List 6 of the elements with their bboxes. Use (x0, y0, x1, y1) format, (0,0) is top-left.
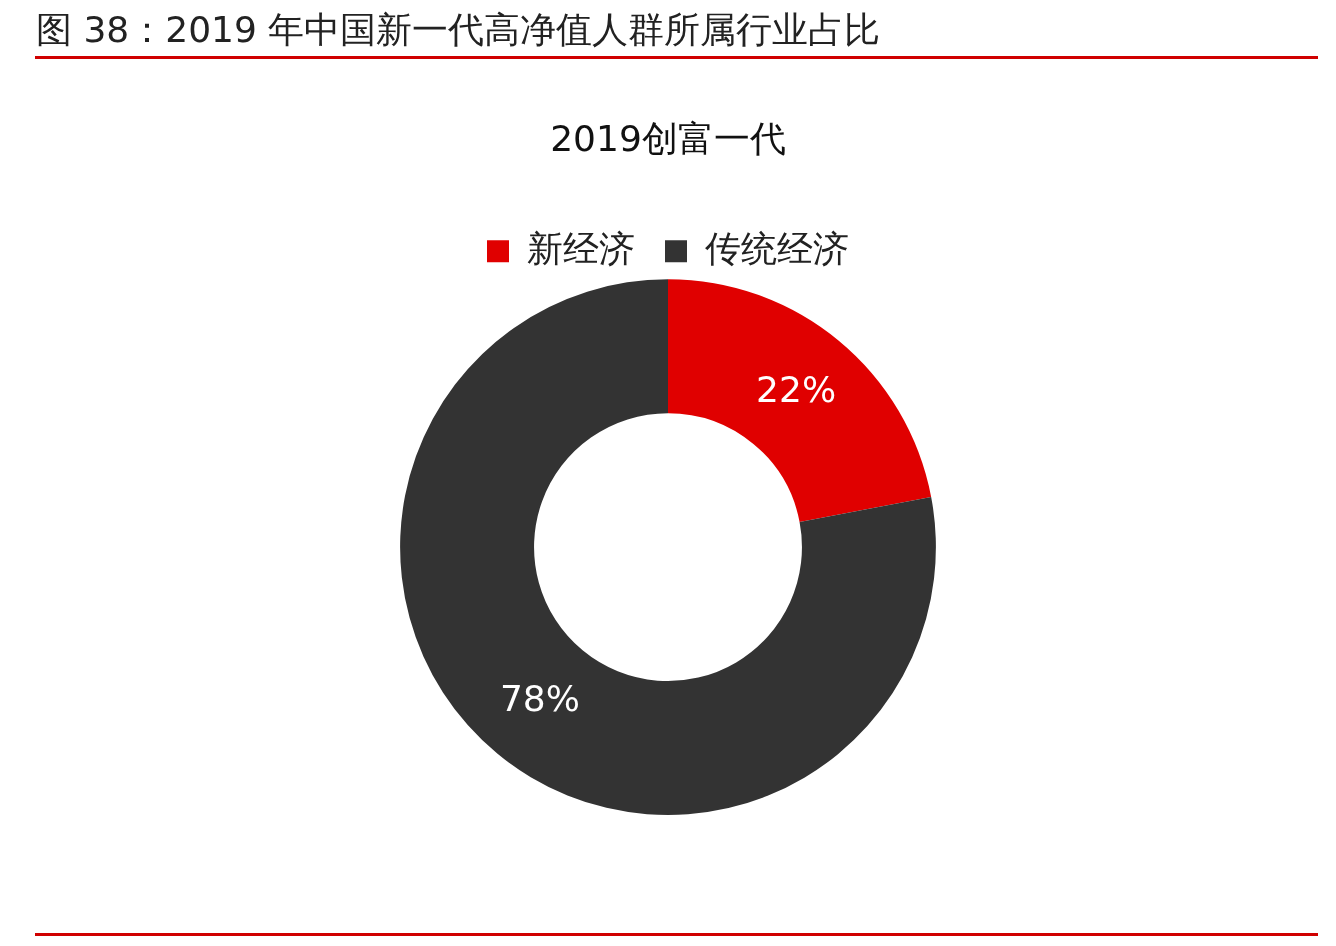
legend-label: 新经济 (527, 227, 635, 269)
data-label: 22% (756, 368, 837, 410)
chart-subtitle: 2019创富一代 (550, 117, 786, 159)
chart-title: 图 38：2019 年中国新一代高净值人群所属行业占比 (36, 8, 881, 52)
legend-label: 传统经济 (705, 227, 849, 269)
data-label: 78% (499, 678, 580, 720)
